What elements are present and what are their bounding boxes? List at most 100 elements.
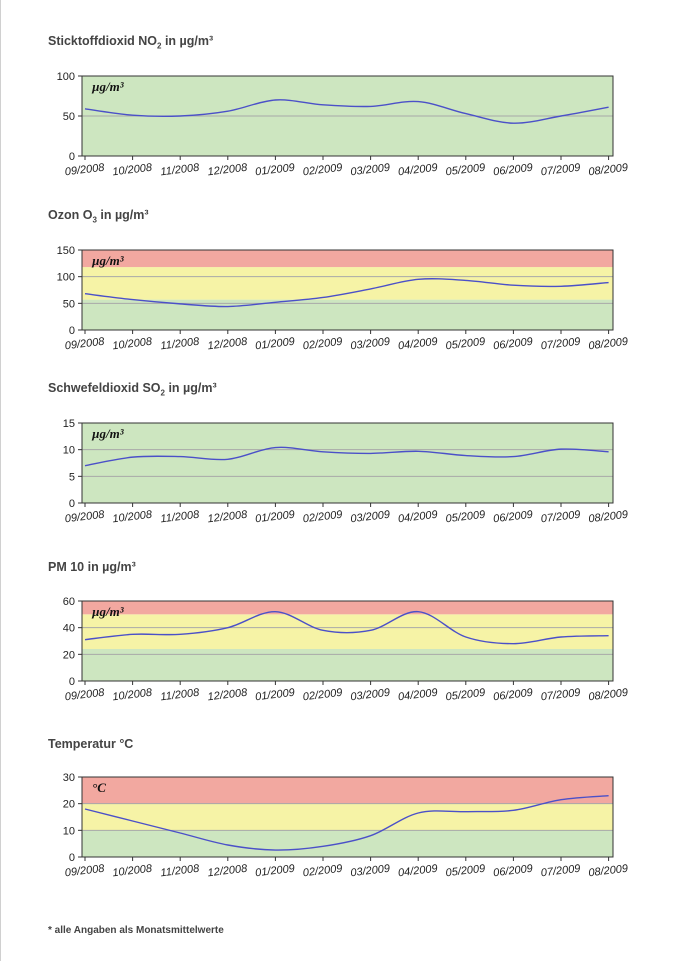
x-tick-label: 09/2008 [64, 863, 106, 880]
x-tick-label: 10/2008 [112, 509, 154, 526]
x-tick-label: 02/2009 [302, 162, 343, 179]
chart-title-suffix: in µg/m³ [96, 208, 149, 222]
unit-label: µg/m³ [91, 426, 125, 441]
x-tick-label: 04/2009 [397, 336, 438, 353]
chart-title-suffix: in µg/m³ [161, 34, 214, 48]
series-line [84, 794, 609, 851]
x-tick-label: 07/2009 [540, 162, 581, 179]
band-green [82, 299, 613, 330]
chart-title: Temperatur °C [48, 737, 133, 751]
x-tick-label: 01/2009 [255, 863, 296, 880]
chart-title-text: Schwefeldioxid SO [48, 381, 161, 395]
unit-label: °C [92, 780, 106, 795]
x-tick-label: 05/2009 [445, 336, 486, 353]
series-line [84, 99, 609, 124]
x-tick-label: 10/2008 [112, 863, 154, 880]
plot-frame [81, 249, 614, 331]
chart-title-text: Sticktoffdioxid NO [48, 34, 158, 48]
x-tick-label: 08/2009 [588, 687, 629, 704]
y-tick-label: 0 [69, 852, 75, 864]
chart-svg: 0 10 20 30 09/2008 10/2008 11/2008 12/2008 01/20… [63, 772, 629, 880]
x-tick-label: 03/2009 [350, 509, 391, 526]
y-tick-label: 0 [69, 151, 75, 163]
y-tick-label: 20 [63, 799, 75, 811]
unit-label: µg/m³ [91, 253, 125, 268]
chart-svg: 0 5 10 15 09/2008 10/2008 11/2008 12/2008 01/200… [63, 418, 629, 526]
x-tick-label: 02/2009 [302, 336, 343, 353]
x-tick-label: 10/2008 [112, 687, 154, 704]
chart-svg: 0 50 100 09/2008 10/2008 11/2008 12/2008 01/200… [57, 71, 629, 179]
series-line [84, 610, 609, 645]
y-tick-label: 100 [57, 272, 75, 284]
x-tick-label: 12/2008 [207, 336, 249, 353]
chart-title-subscript: 2 [157, 41, 162, 51]
chart-title: Schwefeldioxid SO2 in µg/m³ [48, 381, 217, 398]
x-tick-label: 03/2009 [350, 863, 391, 880]
series-line [84, 446, 609, 467]
x-tick-label: 11/2008 [160, 687, 201, 704]
x-tick-label: 06/2009 [493, 863, 534, 880]
y-tick-label: 100 [57, 71, 75, 83]
x-tick-label: 09/2008 [64, 162, 106, 179]
x-tick-label: 09/2008 [64, 687, 106, 704]
y-tick-label: 15 [63, 418, 75, 430]
y-tick-label: 10 [63, 825, 75, 837]
chart-title-subscript: 2 [160, 388, 165, 398]
x-tick-label: 04/2009 [397, 863, 438, 880]
chart-title-text: PM 10 in µg/m³ [48, 560, 136, 574]
plot-frame [81, 600, 614, 682]
band-green [82, 830, 613, 857]
x-tick-label: 04/2009 [397, 509, 438, 526]
y-tick-label: 0 [69, 676, 75, 688]
chart-title-text: Ozon O [48, 208, 93, 222]
y-tick-label: 150 [57, 245, 75, 257]
y-tick-label: 20 [63, 649, 75, 661]
x-tick-label: 06/2009 [493, 509, 534, 526]
chart-title: PM 10 in µg/m³ [48, 560, 136, 574]
band-yellow [82, 267, 613, 300]
x-tick-label: 12/2008 [207, 509, 249, 526]
y-tick-label: 5 [69, 471, 75, 483]
y-tick-label: 10 [63, 445, 75, 457]
x-tick-label: 02/2009 [302, 687, 343, 704]
y-tick-label: 40 [63, 623, 75, 635]
x-tick-label: 08/2009 [588, 336, 629, 353]
chart-svg: 0 20 40 60 09/2008 10/2008 11/2008 12/2008 01/20… [63, 596, 629, 704]
band-red [82, 250, 613, 268]
band-red [82, 601, 613, 615]
x-tick-label: 02/2009 [302, 863, 343, 880]
plot-frame [81, 776, 614, 858]
x-tick-label: 12/2008 [207, 162, 249, 179]
x-tick-label: 03/2009 [350, 336, 391, 353]
x-tick-label: 01/2009 [255, 162, 296, 179]
x-tick-label: 11/2008 [160, 336, 201, 353]
chart-title-text: Temperatur °C [48, 737, 134, 751]
x-tick-label: 06/2009 [493, 336, 534, 353]
y-tick-label: 0 [69, 325, 75, 337]
band-yellow [82, 614, 613, 649]
chart-svg: 0 50 100 150 09/2008 10/2008 11/2008 12/2008 01/… [57, 245, 629, 353]
band-green [82, 649, 613, 681]
y-tick-label: 0 [69, 498, 75, 510]
x-tick-label: 02/2009 [302, 509, 343, 526]
x-tick-label: 01/2009 [255, 336, 296, 353]
x-tick-label: 08/2009 [588, 162, 629, 179]
y-tick-label: 50 [63, 111, 75, 123]
x-tick-label: 01/2009 [255, 509, 296, 526]
y-tick-label: 60 [63, 596, 75, 608]
x-tick-label: 09/2008 [64, 509, 106, 526]
unit-label: µg/m³ [91, 604, 125, 619]
page-left-rule [0, 0, 1, 961]
chart-title-suffix: in µg/m³ [164, 381, 217, 395]
y-tick-label: 50 [63, 298, 75, 310]
chart-title-subscript: 3 [92, 215, 97, 225]
x-tick-label: 04/2009 [397, 162, 438, 179]
x-tick-label: 07/2009 [540, 687, 581, 704]
series-line [84, 278, 609, 308]
x-tick-label: 05/2009 [445, 863, 486, 880]
x-tick-label: 03/2009 [350, 162, 391, 179]
x-tick-label: 12/2008 [207, 863, 249, 880]
band-green [82, 423, 613, 503]
x-tick-label: 11/2008 [160, 509, 201, 526]
chart-title: Sticktoffdioxid NO2 in µg/m³ [48, 34, 213, 51]
